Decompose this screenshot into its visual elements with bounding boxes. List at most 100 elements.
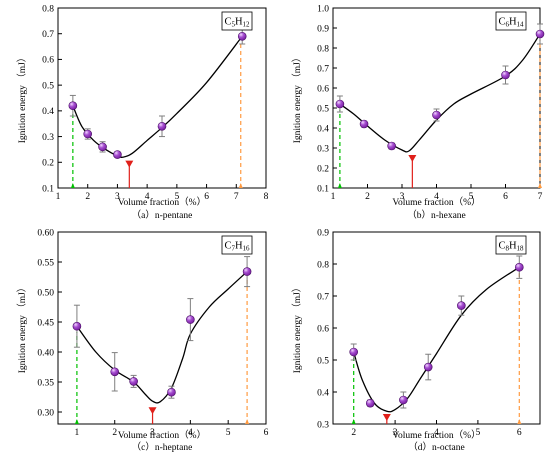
y-axis-label: Ignition energy （mJ） <box>16 53 28 144</box>
x-tick-label: 7 <box>234 192 239 202</box>
fit-curve <box>339 33 541 153</box>
upper-limit-marker <box>245 419 250 424</box>
chart-panel-1: 1 2 3 4 5 6 7 8 0.1 0.2 0.3 0.4 0.5 0.6 0.7 0.8 Volume f… <box>16 4 269 221</box>
x-tick-label: 1 <box>56 192 61 202</box>
data-point <box>68 101 78 111</box>
x-tick-label: 3 <box>400 192 405 202</box>
data-point <box>423 362 433 372</box>
data-point <box>98 142 107 152</box>
chart-panel-3: 1 2 3 4 5 6 0.30 0.35 0.40 0.45 0.50 0.55 0.60 Volume… <box>16 228 269 453</box>
y-tick-label: 0.7 <box>317 64 329 74</box>
lower-limit-marker <box>74 419 79 424</box>
fit-curve <box>353 266 520 413</box>
lower-limit-marker <box>351 419 356 424</box>
formula-label: C6H14 <box>498 17 524 29</box>
y-tick-label: 0.6 <box>42 56 54 66</box>
formula-label: C7H16 <box>224 241 250 253</box>
x-tick-label: 1 <box>331 192 336 202</box>
x-tick-label: 2 <box>112 428 117 438</box>
y-tick-label: 0.30 <box>37 408 54 418</box>
lower-limit-marker <box>70 183 75 188</box>
x-tick-label: 3 <box>150 428 155 438</box>
chart-panel-4: 2 3 4 5 6 0.3 0.4 0.5 0.6 0.7 0.8 0.9 Volume fractio… <box>291 228 541 453</box>
y-tick-label: 0.55 <box>37 258 54 268</box>
data-point <box>113 150 122 159</box>
x-axis-label: Volume fraction（%） <box>118 429 206 441</box>
data-point <box>349 347 359 357</box>
panel-caption: （a）n-pentane <box>132 209 193 221</box>
y-tick-label: 0.8 <box>317 260 329 270</box>
data-point <box>83 129 93 139</box>
data-point <box>167 387 176 397</box>
formula-box <box>221 11 253 31</box>
panel-caption: （d）n-octane <box>408 441 464 453</box>
x-axis-label: Volume fraction（%） <box>392 196 480 208</box>
y-tick-label: 0.2 <box>317 164 329 174</box>
y-tick-label: 0.1 <box>42 184 54 194</box>
x-tick-label: 5 <box>476 428 481 438</box>
y-axis-label: Ignition energy （mJ） <box>16 283 28 374</box>
x-tick-label: 4 <box>434 192 439 202</box>
formula-label: C5H12 <box>224 17 250 29</box>
chart-panel-2: 1 2 3 4 5 6 7 0.1 0.2 0.3 0.4 0.5 0.6 0.7 0.8 0.9 1.0 Vol… <box>291 4 545 221</box>
data-point <box>237 31 247 41</box>
y-tick-label: 0.8 <box>42 4 54 14</box>
y-tick-label: 0.4 <box>42 107 54 117</box>
data-point <box>535 29 545 39</box>
formula-box <box>495 235 527 255</box>
data-point <box>129 377 138 386</box>
formula-label: C8H18 <box>498 241 524 253</box>
y-tick-label: 0.60 <box>37 228 54 238</box>
data-point <box>432 110 441 120</box>
formula-box <box>495 11 527 31</box>
data-point <box>72 321 82 331</box>
x-tick-label: 5 <box>174 192 179 202</box>
y-tick-label: 0.4 <box>317 124 329 134</box>
y-tick-label: 0.1 <box>317 184 329 194</box>
lower-limit-marker <box>337 183 342 188</box>
x-tick-label: 5 <box>226 428 231 438</box>
y-tick-label: 0.3 <box>42 133 54 143</box>
plot-frame <box>57 7 267 189</box>
y-tick-label: 0.5 <box>317 356 329 366</box>
x-axis-label: Volume fraction（%） <box>118 196 206 208</box>
data-point <box>365 398 375 408</box>
x-tick-label: 5 <box>469 192 474 202</box>
x-tick-label: 2 <box>85 192 90 202</box>
minimum-energy-marker <box>125 160 134 168</box>
y-tick-label: 0.2 <box>42 159 54 169</box>
x-tick-label: 2 <box>365 192 370 202</box>
data-point <box>186 315 195 324</box>
x-tick-label: 4 <box>145 192 150 202</box>
y-tick-label: 0.5 <box>317 104 329 114</box>
y-tick-label: 0.5 <box>42 81 54 91</box>
minimum-energy-marker <box>382 413 391 421</box>
x-tick-label: 3 <box>393 428 398 438</box>
y-tick-label: 0.6 <box>317 324 329 334</box>
fit-curve <box>76 271 248 404</box>
y-tick-label: 0.35 <box>37 378 54 388</box>
data-point <box>359 119 369 129</box>
data-point <box>399 395 408 405</box>
plot-frame <box>332 231 541 425</box>
y-tick-label: 0.9 <box>317 228 329 238</box>
x-tick-label: 6 <box>204 192 209 202</box>
y-tick-label: 0.7 <box>317 292 329 302</box>
minimum-energy-marker <box>408 155 417 162</box>
y-tick-label: 0.50 <box>37 288 54 298</box>
upper-limit-marker <box>238 183 243 188</box>
y-axis-label: Ignition energy （mJ） <box>291 53 303 144</box>
x-tick-label: 4 <box>188 428 193 438</box>
y-tick-label: 0.9 <box>317 24 329 34</box>
data-point <box>457 301 466 310</box>
x-tick-label: 6 <box>503 192 508 202</box>
x-axis-label: Volume fraction（%） <box>392 429 480 441</box>
data-point <box>157 121 167 131</box>
fit-curve <box>72 35 243 158</box>
x-tick-label: 8 <box>264 192 269 202</box>
x-tick-label: 6 <box>264 428 269 438</box>
y-tick-label: 0.3 <box>317 144 329 154</box>
plot-frame <box>57 231 267 425</box>
x-tick-label: 4 <box>434 428 439 438</box>
